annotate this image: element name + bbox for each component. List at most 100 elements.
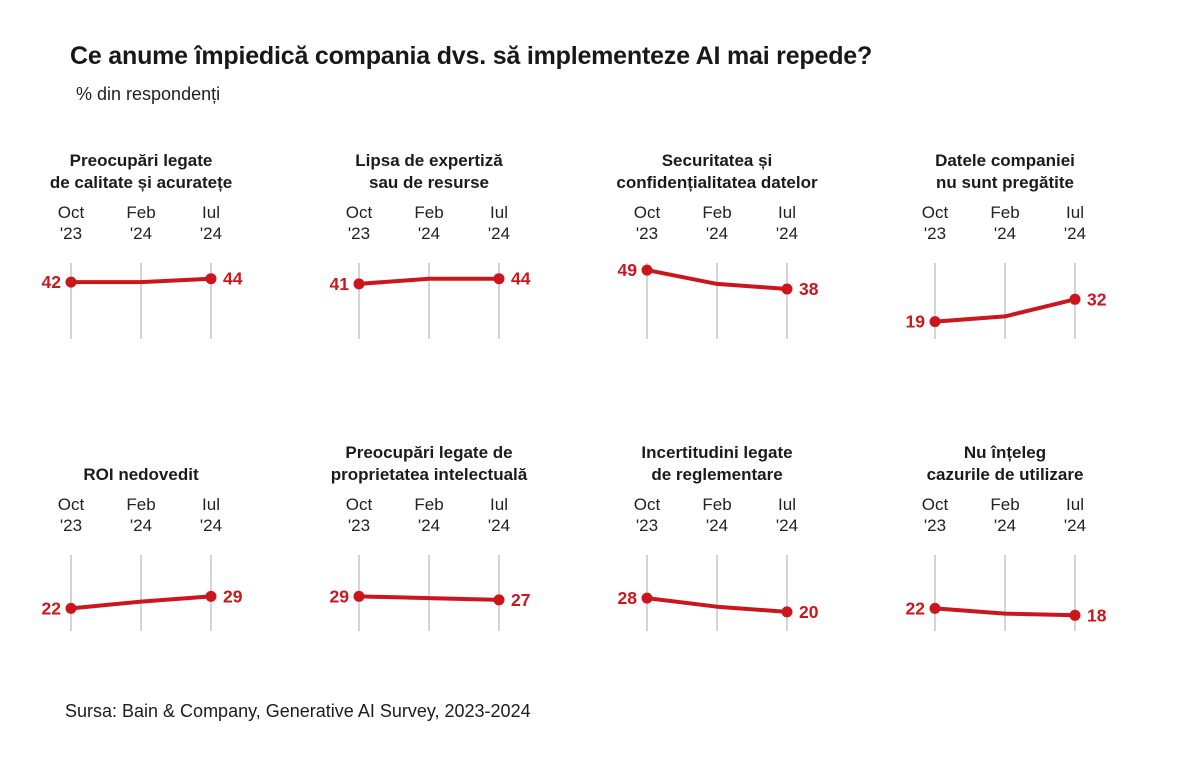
value-label-end: 27 xyxy=(511,590,530,610)
page-subtitle: % din respondenți xyxy=(76,83,221,104)
trend-line xyxy=(69,277,213,285)
sparkline-svg: 22 18 xyxy=(906,555,1107,632)
data-point-end xyxy=(1069,610,1081,622)
x-tick-label: Oct '23 xyxy=(345,495,373,536)
trend-line xyxy=(357,594,501,603)
sparkline-svg: 29 27 xyxy=(330,555,530,632)
page-title: Ce anume împiedică compania dvs. să impl… xyxy=(70,42,873,70)
data-point-start xyxy=(641,264,653,276)
chart-cell: Nu înțeleg cazurile de utilizare Oct '23 Fe… xyxy=(875,437,1135,633)
x-axis-labels: Oct '23 Feb '24 Iul '24 xyxy=(587,495,847,545)
x-tick-label: Oct '23 xyxy=(633,495,661,536)
chart-cell: Preocupări legate de calitate și acurateț… xyxy=(11,145,271,341)
data-point-start xyxy=(65,276,77,288)
data-point-start xyxy=(353,278,365,290)
chart-cell: ROI nedovedit Oct '23 Feb '24 Iul '24 22 29 xyxy=(11,437,271,633)
x-tick-label: Iul '24 xyxy=(1063,203,1087,244)
x-axis-labels: Oct '23 Feb '24 Iul '24 xyxy=(11,203,271,253)
x-tick-label: Oct '23 xyxy=(633,203,661,244)
chart-title: Incertitudini legate de reglementare xyxy=(641,442,793,484)
data-point-end xyxy=(493,594,505,606)
value-label-start: 19 xyxy=(906,312,926,332)
charts-grid: Preocupări legate de calitate și acurateț… xyxy=(11,145,1200,633)
x-tick-label: Iul '24 xyxy=(199,203,223,244)
value-label-start: 41 xyxy=(330,274,350,294)
x-tick-label: Oct '23 xyxy=(921,495,949,536)
chart-title: ROI nedovedit xyxy=(83,464,199,484)
x-tick-label: Oct '23 xyxy=(57,495,85,536)
data-point-start xyxy=(929,316,941,328)
x-tick-label: Iul '24 xyxy=(775,203,799,244)
x-tick-label: Feb '24 xyxy=(990,203,1020,244)
value-label-end: 29 xyxy=(223,587,243,607)
chart-title: Lipsa de expertiză sau de resurse xyxy=(355,150,503,192)
x-tick-label: Iul '24 xyxy=(487,495,511,536)
trend-line xyxy=(357,277,501,287)
x-axis-labels: Oct '23 Feb '24 Iul '24 xyxy=(299,203,559,253)
x-tick-label: Feb '24 xyxy=(126,495,156,536)
x-tick-label: Feb '24 xyxy=(126,203,156,244)
x-axis-labels: Oct '23 Feb '24 Iul '24 xyxy=(299,495,559,545)
x-tick-label: Feb '24 xyxy=(414,495,444,536)
sparkline-svg: 41 44 xyxy=(330,263,531,340)
sparkline-svg: 42 44 xyxy=(42,263,243,340)
data-point-end xyxy=(1069,294,1081,306)
chart-title: Securitatea și confidențialitatea datelor xyxy=(616,150,818,192)
value-label-end: 44 xyxy=(511,269,531,289)
trend-line xyxy=(69,594,213,611)
x-axis-labels: Oct '23 Feb '24 Iul '24 xyxy=(875,203,1135,253)
x-tick-label: Oct '23 xyxy=(921,203,949,244)
value-label-start: 49 xyxy=(618,260,638,280)
value-label-start: 28 xyxy=(618,588,638,608)
data-point-start xyxy=(929,603,941,615)
data-point-start xyxy=(641,592,653,604)
chart-title: Preocupări legate de proprietatea intelec… xyxy=(330,442,528,484)
value-label-start: 29 xyxy=(330,587,350,607)
chart-cell: Preocupări legate de proprietatea intelec… xyxy=(299,437,559,633)
sparkline-svg: 28 20 xyxy=(618,555,819,632)
value-label-end: 18 xyxy=(1087,606,1107,626)
data-point-end xyxy=(781,606,793,618)
data-point-end xyxy=(493,273,505,285)
data-point-end xyxy=(205,273,217,285)
sparkline-svg: 22 29 xyxy=(42,555,243,632)
chart-cell: Incertitudini legate de reglementare Oct '… xyxy=(587,437,847,633)
chart-cell: Datele companiei nu sunt pregătite Oct '23… xyxy=(875,145,1135,341)
x-tick-label: Feb '24 xyxy=(702,495,732,536)
trend-line xyxy=(933,606,1077,618)
value-label-start: 42 xyxy=(42,272,62,292)
chart-cell: Securitatea și confidențialitatea datelor… xyxy=(587,145,847,341)
chart-title: Preocupări legate de calitate și acurateț… xyxy=(49,150,233,192)
chart-title: Nu înțeleg cazurile de utilizare xyxy=(926,442,1084,484)
chart-cell: Lipsa de expertiză sau de resurse Oct '23 F… xyxy=(299,145,559,341)
x-axis-labels: Oct '23 Feb '24 Iul '24 xyxy=(11,495,271,545)
chart-title: Datele companiei nu sunt pregătite xyxy=(935,150,1075,192)
data-point-end xyxy=(781,283,793,295)
value-label-end: 44 xyxy=(223,269,243,289)
x-tick-label: Iul '24 xyxy=(199,495,223,536)
value-label-start: 22 xyxy=(42,599,62,619)
x-tick-label: Feb '24 xyxy=(990,495,1020,536)
data-point-end xyxy=(205,591,217,603)
sparkline-svg: 49 38 xyxy=(618,260,819,340)
trend-line xyxy=(645,268,789,292)
trend-line xyxy=(933,297,1077,324)
x-tick-label: Oct '23 xyxy=(57,203,85,244)
value-label-end: 32 xyxy=(1087,290,1107,310)
x-axis-labels: Oct '23 Feb '24 Iul '24 xyxy=(875,495,1135,545)
value-label-start: 22 xyxy=(906,599,926,619)
x-tick-label: Iul '24 xyxy=(1063,495,1087,536)
value-label-end: 20 xyxy=(799,602,819,622)
x-axis-labels: Oct '23 Feb '24 Iul '24 xyxy=(587,203,847,253)
data-point-start xyxy=(353,591,365,603)
trend-line xyxy=(645,596,789,615)
x-tick-label: Feb '24 xyxy=(702,203,732,244)
x-tick-label: Feb '24 xyxy=(414,203,444,244)
x-tick-label: Iul '24 xyxy=(487,203,511,244)
data-point-start xyxy=(65,603,77,615)
value-label-end: 38 xyxy=(799,279,819,299)
source-note: Sursa: Bain & Company, Generative AI Sur… xyxy=(65,701,531,722)
x-tick-label: Oct '23 xyxy=(345,203,373,244)
